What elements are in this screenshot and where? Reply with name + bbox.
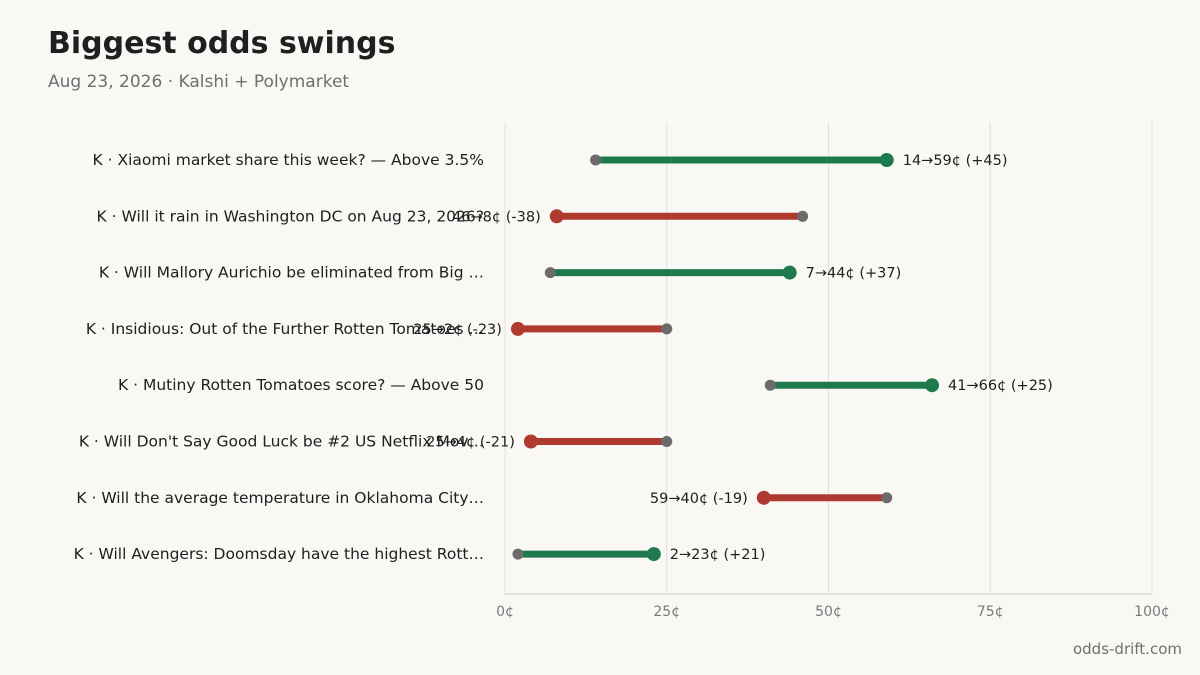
end-dot <box>925 378 940 393</box>
start-dot <box>661 323 673 335</box>
chart-subtitle: Aug 23, 2026 · Kalshi + Polymarket <box>48 72 350 92</box>
start-dot <box>661 436 673 447</box>
footer-credit: odds-drift.com <box>1072 640 1182 658</box>
x-tick-label: 75¢ <box>977 604 1004 620</box>
start-dot <box>590 154 602 166</box>
x-tick-label: 100¢ <box>1134 604 1170 620</box>
row-label: K · Will Avengers: Doomsday have the hig… <box>74 545 484 563</box>
end-dot <box>782 265 797 280</box>
row-label: K · Mutiny Rotten Tomatoes score? — Abov… <box>118 376 484 394</box>
swing-row: K · Mutiny Rotten Tomatoes score? — Abov… <box>118 376 1053 394</box>
x-tick-label: 0¢ <box>496 604 514 620</box>
x-tick-label: 50¢ <box>815 604 842 620</box>
row-label: K · Will it rain in Washington DC on Aug… <box>97 207 484 225</box>
start-dot <box>797 210 809 222</box>
value-label: 2→23¢ (+21) <box>670 547 766 563</box>
row-label: K · Will the average temperature in Okla… <box>76 489 484 507</box>
grid-layer <box>504 122 1153 595</box>
start-dot <box>764 379 776 391</box>
value-label: 25→2¢ (-23) <box>413 322 502 338</box>
value-label: 14→59¢ (+45) <box>903 153 1008 169</box>
end-dot <box>549 209 564 224</box>
x-axis-ticks: 0¢ 25¢ 50¢ 75¢ 100¢ <box>496 604 1170 620</box>
swing-row: K · Will it rain in Washington DC on Aug… <box>97 207 809 225</box>
start-dot <box>512 548 524 560</box>
end-dot <box>510 321 525 336</box>
start-dot <box>544 267 556 279</box>
row-label: K · Insidious: Out of the Further Rotten… <box>86 320 484 338</box>
value-label: 41→66¢ (+25) <box>948 378 1053 394</box>
end-dot <box>756 490 771 505</box>
row-label: K · Will Mallory Aurichio be eliminated … <box>99 264 484 282</box>
start-dot <box>881 492 893 504</box>
end-dot <box>523 434 538 449</box>
end-dot <box>879 153 894 167</box>
swing-row: K · Will Avengers: Doomsday have the hig… <box>74 545 766 563</box>
swing-row: K · Will the average temperature in Okla… <box>76 489 893 507</box>
value-label: 59→40¢ (-19) <box>650 491 748 507</box>
row-label: K · Xiaomi market share this week? — Abo… <box>93 151 484 169</box>
rows-layer: K · Xiaomi market share this week? — Abo… <box>74 151 1053 563</box>
value-label: 46→8¢ (-38) <box>452 209 541 225</box>
value-label: 25→4¢ (-21) <box>426 435 515 451</box>
end-dot <box>646 547 661 562</box>
x-tick-label: 25¢ <box>653 604 680 620</box>
value-label: 7→44¢ (+37) <box>806 266 902 282</box>
row-label: K · Will Don't Say Good Luck be #2 US Ne… <box>79 433 484 451</box>
swing-row: K · Insidious: Out of the Further Rotten… <box>86 320 673 338</box>
chart-title: Biggest odds swings <box>48 26 396 61</box>
swing-row: K · Xiaomi market share this week? — Abo… <box>93 151 1008 169</box>
swing-row: K · Will Don't Say Good Luck be #2 US Ne… <box>79 433 673 451</box>
swing-row: K · Will Mallory Aurichio be eliminated … <box>99 264 901 282</box>
